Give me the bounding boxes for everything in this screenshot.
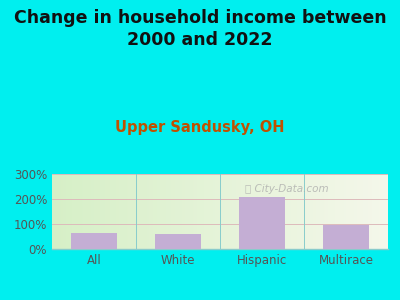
Bar bbox=[155, 234, 201, 249]
Text: Upper Sandusky, OH: Upper Sandusky, OH bbox=[115, 120, 285, 135]
Bar bbox=[71, 233, 117, 249]
Bar bbox=[323, 225, 369, 249]
Text: ⓘ City-Data.com: ⓘ City-Data.com bbox=[245, 184, 329, 194]
Text: Change in household income between
2000 and 2022: Change in household income between 2000 … bbox=[14, 9, 386, 49]
Bar bbox=[239, 197, 285, 249]
